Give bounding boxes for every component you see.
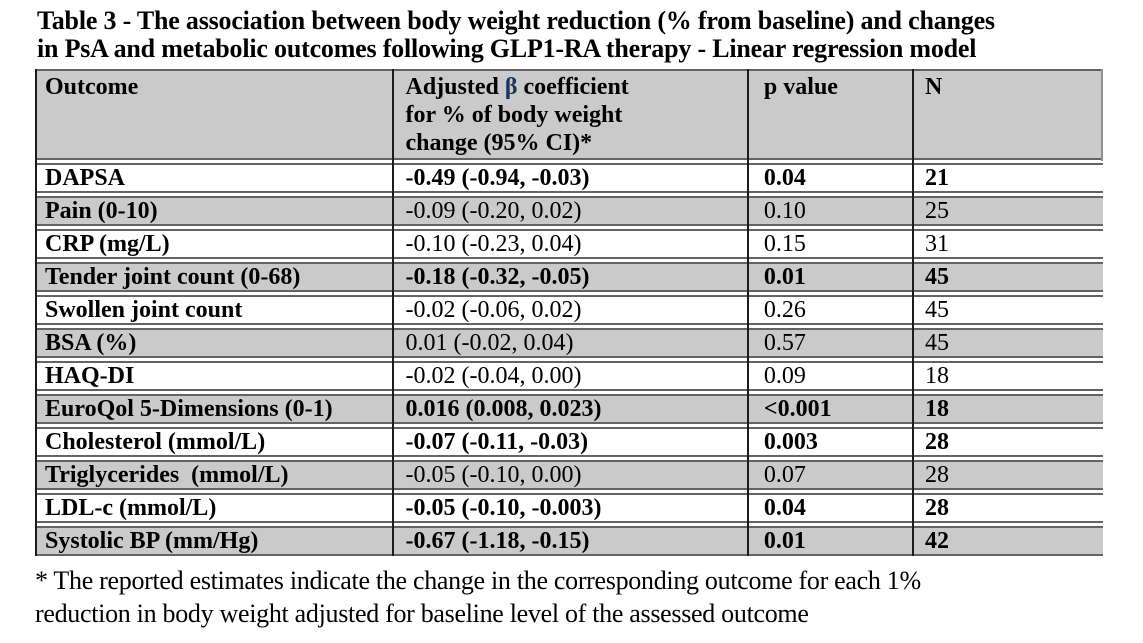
- table-row: Triglycerides (mmol/L) -0.05 (-0.10, 0.00…: [35, 460, 1103, 490]
- p-value-cell: <0.001: [753, 394, 915, 424]
- n-cell: 28: [914, 460, 1103, 490]
- p-value-cell: 0.01: [753, 526, 915, 556]
- outcome-cell: Systolic BP (mm/Hg): [35, 526, 396, 556]
- header-p-value: p value: [753, 69, 915, 160]
- outcome-cell: LDL-c (mmol/L): [35, 493, 396, 523]
- table-row: HAQ-DI -0.02 (-0.04, 0.00) 0.09 18: [35, 361, 1103, 391]
- beta-header-suffix: coefficient for % of body weight change …: [405, 74, 629, 156]
- table-row: Tender joint count (0-68) -0.18 (-0.32, -…: [35, 262, 1103, 292]
- p-value-cell: 0.003: [753, 427, 915, 457]
- p-value-cell: 0.09: [753, 361, 915, 391]
- beta-cell: -0.09 (-0.20, 0.02): [395, 196, 754, 226]
- outcome-cell: HAQ-DI: [35, 361, 396, 391]
- outcome-cell: Tender joint count (0-68): [35, 262, 396, 292]
- n-cell: 28: [914, 427, 1103, 457]
- table-grid-line-header-right: [1101, 69, 1103, 161]
- n-cell: 18: [914, 394, 1103, 424]
- outcome-cell: EuroQol 5-Dimensions (0-1): [35, 394, 396, 424]
- outcome-cell: Pain (0-10): [35, 196, 396, 226]
- beta-cell: -0.05 (-0.10, 0.00): [395, 460, 754, 490]
- outcome-cell: Triglycerides (mmol/L): [35, 460, 396, 490]
- beta-cell: -0.05 (-0.10, -0.003): [395, 493, 754, 523]
- n-cell: 25: [914, 196, 1103, 226]
- table-row: Cholesterol (mmol/L) -0.07 (-0.11, -0.03)…: [35, 427, 1103, 457]
- regression-table: Outcome Adjusted β coefficient for % of …: [35, 66, 1103, 559]
- p-value-cell: 0.15: [753, 229, 915, 259]
- outcome-cell: DAPSA: [35, 163, 396, 193]
- table-row: Pain (0-10) -0.09 (-0.20, 0.02) 0.10 25: [35, 196, 1103, 226]
- beta-cell: -0.67 (-1.18, -0.15): [395, 526, 754, 556]
- outcome-cell: Cholesterol (mmol/L): [35, 427, 396, 457]
- table-header: Outcome Adjusted β coefficient for % of …: [35, 69, 1103, 160]
- table-grid-line-left: [35, 69, 37, 556]
- p-value-cell: 0.04: [753, 163, 915, 193]
- beta-cell: 0.01 (-0.02, 0.04): [395, 328, 754, 358]
- outcome-cell: BSA (%): [35, 328, 396, 358]
- table-body: DAPSA -0.49 (-0.94, -0.03) 0.04 21 Pain (0-1…: [35, 163, 1103, 556]
- beta-cell: 0.016 (0.008, 0.023): [395, 394, 754, 424]
- n-cell: 21: [914, 163, 1103, 193]
- table-row: CRP (mg/L) -0.10 (-0.23, 0.04) 0.15 31: [35, 229, 1103, 259]
- beta-header-prefix: Adjusted: [405, 74, 505, 100]
- table-grid-line-col2: [747, 69, 749, 556]
- table-row: EuroQol 5-Dimensions (0-1) 0.016 (0.008, …: [35, 394, 1103, 424]
- header-row: Outcome Adjusted β coefficient for % of …: [35, 69, 1103, 160]
- n-cell: 45: [914, 295, 1103, 325]
- n-cell: 45: [914, 262, 1103, 292]
- header-outcome: Outcome: [35, 69, 396, 160]
- p-value-cell: 0.57: [753, 328, 915, 358]
- n-cell: 28: [914, 493, 1103, 523]
- p-value-cell: 0.04: [753, 493, 915, 523]
- p-value-cell: 0.10: [753, 196, 915, 226]
- beta-cell: -0.02 (-0.06, 0.02): [395, 295, 754, 325]
- outcome-cell: CRP (mg/L): [35, 229, 396, 259]
- outcome-cell: Swollen joint count: [35, 295, 396, 325]
- beta-cell: -0.02 (-0.04, 0.00): [395, 361, 754, 391]
- n-cell: 31: [914, 229, 1103, 259]
- n-cell: 42: [914, 526, 1103, 556]
- beta-cell: -0.18 (-0.32, -0.05): [395, 262, 754, 292]
- table-row: Swollen joint count -0.02 (-0.06, 0.02) 0.…: [35, 295, 1103, 325]
- table-row: BSA (%) 0.01 (-0.02, 0.04) 0.57 45: [35, 328, 1103, 358]
- p-value-cell: 0.26: [753, 295, 915, 325]
- n-cell: 18: [914, 361, 1103, 391]
- beta-cell: -0.49 (-0.94, -0.03): [395, 163, 754, 193]
- header-n: N: [914, 69, 1103, 160]
- table-grid-line-col3: [912, 69, 914, 556]
- beta-symbol: β: [504, 74, 518, 100]
- table-title: Table 3 - The association between body w…: [37, 6, 995, 63]
- table-grid-line-col1: [392, 69, 394, 556]
- regression-table-container: Outcome Adjusted β coefficient for % of …: [35, 66, 1103, 559]
- table-row: DAPSA -0.49 (-0.94, -0.03) 0.04 21: [35, 163, 1103, 193]
- p-value-cell: 0.01: [753, 262, 915, 292]
- n-cell: 45: [914, 328, 1103, 358]
- table-footnote: * The reported estimates indicate the ch…: [35, 566, 921, 628]
- p-value-cell: 0.07: [753, 460, 915, 490]
- table-row: LDL-c (mmol/L) -0.05 (-0.10, -0.003) 0.04 2…: [35, 493, 1103, 523]
- beta-cell: -0.10 (-0.23, 0.04): [395, 229, 754, 259]
- beta-cell: -0.07 (-0.11, -0.03): [395, 427, 754, 457]
- table-row: Systolic BP (mm/Hg) -0.67 (-1.18, -0.15) 0…: [35, 526, 1103, 556]
- header-beta-coefficient: Adjusted β coefficient for % of body wei…: [395, 69, 754, 160]
